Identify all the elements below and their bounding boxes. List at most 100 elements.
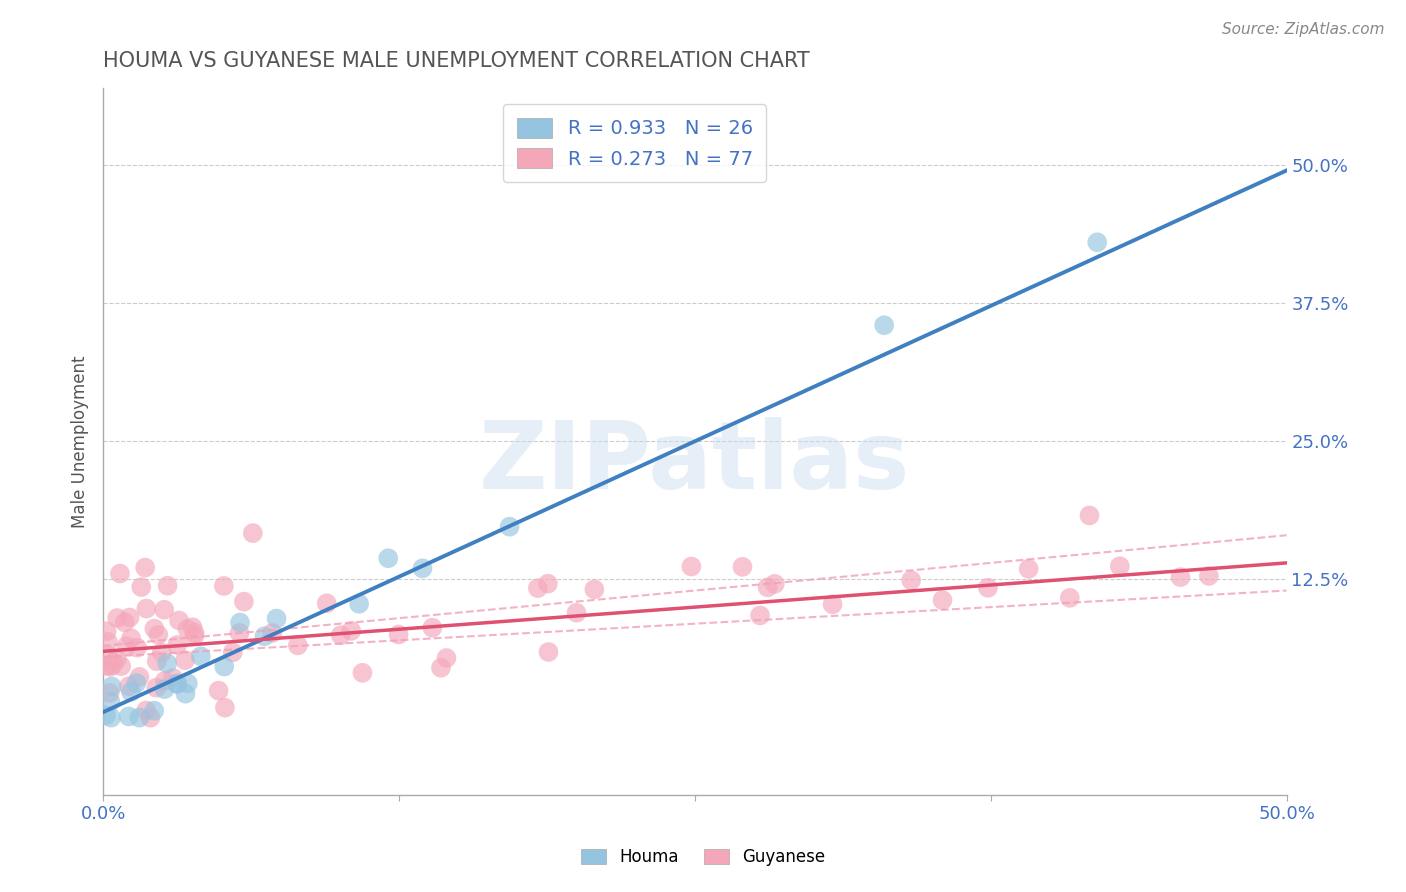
Point [731, 559, 754, 574]
Point [756, 580, 779, 594]
Point [100, 711, 122, 725]
Point [212, 659, 235, 673]
Point [931, 593, 953, 607]
Point [167, 614, 190, 628]
Point [115, 639, 138, 653]
Text: HOUMA VS GUYANESE MALE UNEMPLOYMENT CORRELATION CHART: HOUMA VS GUYANESE MALE UNEMPLOYMENT CORR… [103, 51, 810, 70]
Point [228, 626, 250, 640]
Point [98, 686, 121, 700]
Point [1078, 508, 1101, 523]
Point [128, 670, 150, 684]
Point [96, 624, 118, 639]
Point [166, 676, 188, 690]
Point [749, 608, 772, 623]
Point [120, 685, 142, 699]
Point [232, 594, 254, 608]
Legend: R = 0.933   N = 26, R = 0.273   N = 77: R = 0.933 N = 26, R = 0.273 N = 77 [503, 104, 766, 182]
Point [143, 622, 166, 636]
Point [222, 645, 245, 659]
Point [1018, 562, 1040, 576]
Point [1108, 559, 1130, 574]
Point [134, 560, 156, 574]
Point [181, 620, 204, 634]
Point [190, 649, 212, 664]
Point [873, 318, 896, 333]
Point [153, 603, 176, 617]
Point [900, 573, 922, 587]
Point [214, 700, 236, 714]
Point [108, 566, 131, 581]
Point [150, 646, 173, 660]
Point [329, 628, 352, 642]
Point [253, 629, 276, 643]
Point [135, 601, 157, 615]
Point [583, 582, 606, 597]
Point [162, 671, 184, 685]
Point [565, 606, 588, 620]
Point [527, 581, 550, 595]
Point [127, 640, 149, 655]
Y-axis label: Male Unemployment: Male Unemployment [72, 355, 89, 527]
Text: ZIPatlas: ZIPatlas [479, 417, 911, 508]
Point [139, 711, 162, 725]
Point [101, 658, 124, 673]
Point [135, 703, 157, 717]
Point [101, 656, 124, 670]
Point [153, 673, 176, 688]
Point [125, 676, 148, 690]
Point [347, 597, 370, 611]
Point [97, 634, 120, 648]
Point [498, 519, 520, 533]
Point [176, 622, 198, 636]
Point [174, 687, 197, 701]
Point [537, 576, 560, 591]
Text: Source: ZipAtlas.com: Source: ZipAtlas.com [1222, 22, 1385, 37]
Point [114, 615, 136, 630]
Legend: Houma, Guyanese: Houma, Guyanese [572, 840, 834, 875]
Point [1085, 235, 1108, 250]
Point [315, 596, 337, 610]
Point [143, 704, 166, 718]
Point [166, 677, 188, 691]
Point [1059, 591, 1081, 605]
Point [183, 625, 205, 640]
Point [242, 526, 264, 541]
Point [145, 681, 167, 695]
Point [266, 611, 288, 625]
Point [96, 658, 118, 673]
Point [1170, 570, 1192, 584]
Point [377, 551, 399, 566]
Point [387, 627, 409, 641]
Point [118, 709, 141, 723]
Point [100, 679, 122, 693]
Point [183, 629, 205, 643]
Point [105, 652, 128, 666]
Point [94, 708, 117, 723]
Point [1198, 569, 1220, 583]
Point [340, 624, 363, 638]
Point [97, 648, 120, 663]
Point [156, 579, 179, 593]
Point [262, 626, 284, 640]
Point [110, 659, 132, 673]
Point [156, 657, 179, 671]
Point [430, 661, 453, 675]
Point [145, 654, 167, 668]
Point [128, 711, 150, 725]
Point [129, 580, 152, 594]
Point [352, 665, 374, 680]
Point [174, 653, 197, 667]
Point [177, 676, 200, 690]
Point [153, 682, 176, 697]
Point [98, 659, 121, 673]
Point [100, 695, 122, 709]
Point [118, 679, 141, 693]
Point [537, 645, 560, 659]
Point [120, 632, 142, 646]
Point [105, 611, 128, 625]
Point [422, 621, 444, 635]
Point [436, 651, 458, 665]
Point [118, 610, 141, 624]
Point [821, 597, 844, 611]
Point [207, 683, 229, 698]
